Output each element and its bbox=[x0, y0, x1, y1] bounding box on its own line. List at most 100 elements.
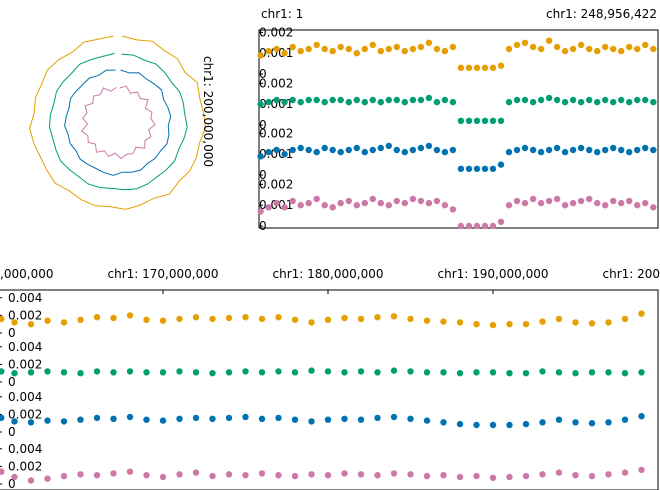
data-point bbox=[456, 370, 464, 377]
data-point bbox=[513, 41, 521, 49]
y-tick-label-3-1: 0.002 bbox=[8, 459, 42, 473]
data-point bbox=[569, 146, 577, 154]
data-point bbox=[537, 96, 545, 104]
data-point bbox=[529, 43, 537, 51]
data-point bbox=[642, 96, 649, 104]
data-point bbox=[390, 367, 398, 374]
data-point bbox=[324, 472, 332, 479]
data-point bbox=[275, 414, 282, 422]
data-point bbox=[308, 319, 315, 326]
y-tick-label-0-2: 0.004 bbox=[8, 291, 42, 305]
data-point bbox=[305, 199, 312, 207]
data-point bbox=[225, 414, 233, 422]
data-point bbox=[489, 64, 497, 72]
data-point bbox=[588, 420, 596, 427]
data-point bbox=[642, 144, 649, 152]
data-point bbox=[242, 472, 249, 479]
data-point bbox=[265, 47, 272, 55]
data-point bbox=[473, 369, 480, 376]
data-point bbox=[209, 370, 216, 377]
data-point bbox=[329, 96, 336, 104]
data-point bbox=[440, 472, 447, 479]
data-point bbox=[143, 472, 150, 479]
data-point bbox=[409, 96, 417, 104]
data-point bbox=[192, 314, 200, 321]
data-point bbox=[409, 146, 417, 154]
data-point bbox=[393, 96, 400, 104]
data-point bbox=[513, 146, 521, 154]
data-point bbox=[417, 96, 425, 104]
data-point bbox=[489, 222, 497, 230]
data-point bbox=[594, 199, 601, 207]
data-point bbox=[555, 469, 563, 476]
x-tick-label-3: chr1: 190,000,000 bbox=[438, 267, 549, 281]
data-point bbox=[281, 151, 288, 158]
data-point bbox=[473, 222, 481, 230]
data-point bbox=[258, 315, 266, 323]
data-point bbox=[257, 208, 264, 215]
data-point bbox=[417, 144, 425, 152]
data-point bbox=[465, 165, 473, 172]
data-point bbox=[423, 472, 431, 480]
data-point bbox=[192, 414, 200, 422]
data-point bbox=[275, 314, 282, 321]
data-point bbox=[393, 43, 400, 51]
data-point bbox=[143, 316, 150, 323]
data-point bbox=[393, 197, 400, 205]
data-point bbox=[77, 471, 84, 478]
data-point bbox=[297, 202, 304, 209]
data-point bbox=[242, 368, 249, 375]
data-point bbox=[529, 146, 537, 154]
data-point bbox=[441, 148, 449, 156]
data-point bbox=[473, 472, 480, 480]
circular-track-3 bbox=[64, 69, 172, 176]
data-point bbox=[642, 199, 649, 207]
data-point bbox=[561, 47, 569, 55]
data-point bbox=[60, 319, 68, 326]
data-point bbox=[555, 369, 563, 376]
data-point bbox=[265, 148, 272, 156]
data-point bbox=[385, 96, 392, 104]
data-point bbox=[456, 319, 464, 326]
data-point bbox=[594, 47, 601, 55]
data-point bbox=[537, 45, 545, 53]
y-tick-label-2-2: 0.004 bbox=[8, 390, 42, 404]
data-point bbox=[341, 369, 348, 376]
data-point bbox=[257, 153, 264, 160]
data-point bbox=[361, 148, 368, 156]
data-point bbox=[489, 165, 497, 172]
data-point bbox=[176, 415, 183, 422]
data-point bbox=[513, 96, 521, 104]
data-point bbox=[93, 314, 101, 321]
data-point bbox=[638, 413, 645, 420]
y-tick-label-3-2: 0.002 bbox=[259, 177, 293, 191]
data-point bbox=[401, 148, 408, 156]
data-point bbox=[44, 317, 51, 324]
data-point bbox=[390, 413, 398, 421]
data-point bbox=[513, 197, 521, 205]
data-point bbox=[449, 98, 457, 106]
x-tick-label-2: chr1: 180,000,000 bbox=[273, 267, 384, 281]
data-point bbox=[545, 37, 553, 44]
data-point bbox=[289, 146, 296, 154]
data-point bbox=[497, 218, 505, 225]
data-point bbox=[569, 199, 577, 207]
data-point bbox=[626, 197, 633, 205]
data-point bbox=[577, 98, 585, 106]
data-point bbox=[143, 416, 150, 423]
data-point bbox=[626, 98, 633, 106]
data-point bbox=[176, 471, 183, 478]
data-point bbox=[423, 417, 431, 424]
data-point bbox=[602, 96, 609, 104]
data-point bbox=[465, 64, 473, 72]
data-point bbox=[539, 368, 546, 375]
data-point bbox=[273, 45, 280, 53]
zoomed-region-plot: chr1: 160,000,000 chr1: 170,000,000 chr1: … bbox=[0, 267, 660, 490]
data-point bbox=[11, 418, 18, 425]
data-point bbox=[610, 144, 617, 152]
data-point bbox=[417, 43, 425, 51]
y-tick-label-0-1: 0.002 bbox=[8, 308, 42, 322]
data-point bbox=[610, 45, 617, 53]
data-point bbox=[553, 144, 561, 152]
data-point bbox=[539, 419, 546, 426]
